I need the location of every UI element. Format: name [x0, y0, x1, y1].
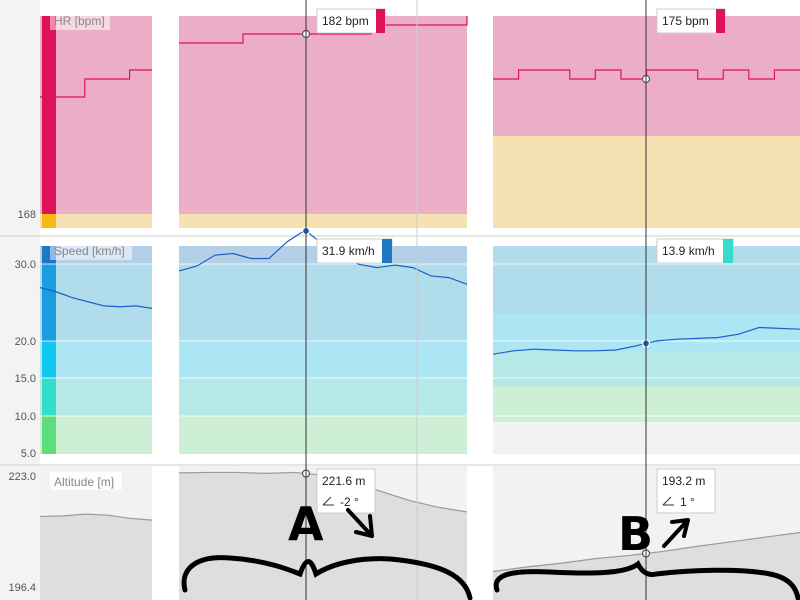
handwritten-annotations: A B: [181, 497, 800, 600]
altitude-tick-label: 196.4: [8, 582, 36, 594]
hr-zone-yellow-left: [40, 214, 152, 228]
hr-zone-pink-a: [179, 16, 467, 214]
speed-zone-5-left: [40, 416, 152, 454]
speed-tick-label: 20.0: [15, 336, 36, 348]
altitude-area-left: [40, 514, 152, 600]
speed-tick-label: 10.0: [15, 411, 36, 423]
speed-tick-label: 15.0: [15, 373, 36, 385]
altitude-tick-label: 223.0: [8, 471, 36, 483]
speed-panel: [40, 246, 800, 454]
annotation-arrow-a: [346, 508, 374, 538]
speed-axis-label: Speed [km/h]: [54, 244, 125, 258]
tooltip-altitude-b: 193.2 m: [662, 474, 705, 488]
tooltip-speed-a: 31.9 km/h: [322, 244, 375, 258]
altitude-area-A: [179, 472, 467, 600]
hr-tick-label: 168: [18, 209, 36, 221]
speed-series-line-left: [39, 287, 153, 309]
speed-tick-label: 5.0: [21, 448, 36, 460]
annotation-b: B: [618, 507, 653, 561]
hr-zone-yellow-a: [179, 214, 467, 228]
hr-zone-pink-left: [40, 16, 152, 214]
tooltip-hr-a: 182 bpm: [322, 14, 369, 28]
speed-zone-3-a: [179, 341, 467, 378]
speed-color-bar-5: [42, 416, 56, 454]
speed-zone-4-a: [179, 378, 467, 416]
tooltip-altitude-a: 221.6 m: [322, 474, 365, 488]
speed-zone-2-a: [179, 264, 467, 341]
speed-zone-3-left: [40, 341, 152, 378]
tooltip-slope-b: 1 °: [680, 495, 695, 509]
hr-color-bar: [42, 16, 56, 214]
tooltip-speed-b: 13.9 km/h: [662, 244, 715, 258]
speed-zone-2-left: [40, 264, 152, 341]
speed-color-bar-4: [42, 378, 56, 416]
annotation-arrow-b: [662, 518, 690, 548]
hr-series-line-left: [40, 69, 152, 98]
annotation-a: A: [288, 497, 324, 551]
speed-color-bar-3: [42, 341, 56, 378]
speed-zone-5-a: [179, 416, 467, 454]
tooltip-hr-b: 175 bpm: [662, 14, 709, 28]
slope-icon: [322, 496, 334, 506]
hr-color-bar-low: [42, 214, 56, 228]
altitude-series-line-left: [39, 513, 153, 521]
annotation-brace-b: [493, 560, 800, 600]
hr-series-line-A: [179, 16, 468, 44]
hr-axis-label: HR [bpm]: [54, 14, 105, 28]
speed-tick-label: 30.0: [15, 259, 36, 271]
speed-color-bar-2: [42, 264, 56, 341]
annotation-brace-a: [181, 555, 473, 600]
slope-icon: [662, 496, 674, 506]
speed-zone-4-left: [40, 378, 152, 416]
tooltip-slope-a: -2 °: [340, 495, 359, 509]
altitude-axis-label: Altitude [m]: [54, 475, 114, 489]
tooltips: 182 bpm 175 bpm 31.9 km/h 13.9 km/h 221.…: [316, 8, 734, 514]
